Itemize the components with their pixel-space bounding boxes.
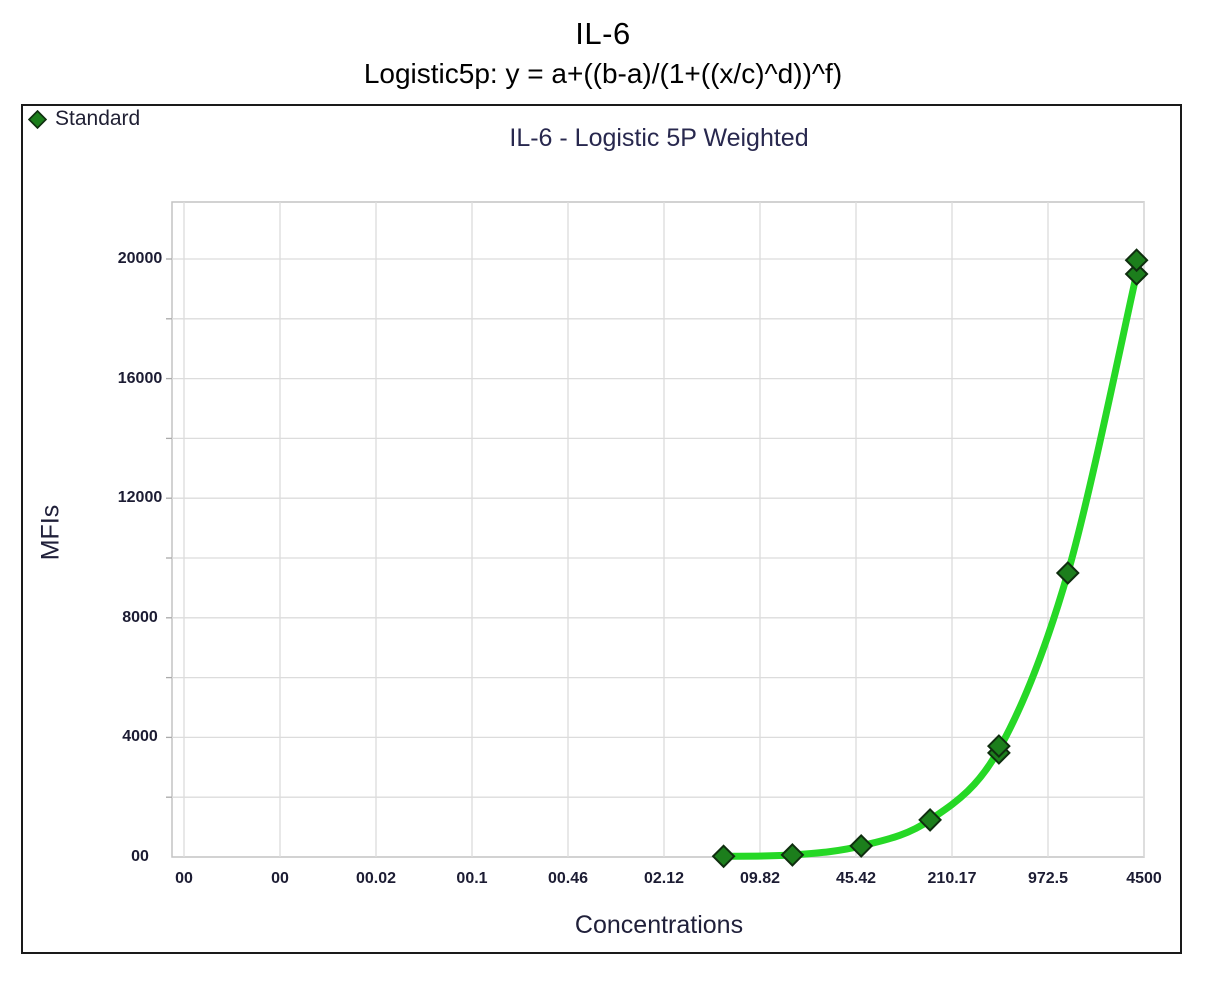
analyte-title: IL-6 bbox=[575, 16, 631, 51]
x-tick-label: 00.02 bbox=[355, 870, 397, 887]
data-point-marker[interactable] bbox=[849, 833, 874, 858]
chart-title: IL-6 - Logistic 5P Weighted bbox=[509, 124, 809, 152]
x-tick-label: 210.17 bbox=[927, 870, 977, 887]
y-tick-label: 4000 bbox=[122, 728, 158, 745]
fit-formula: Logistic5p: y = a+((b-a)/(1+((x/c)^d))^f… bbox=[363, 58, 843, 89]
x-tick-label: 00 bbox=[271, 870, 289, 887]
x-axis-title: Concentrations bbox=[574, 911, 744, 939]
x-tick-label: 00.1 bbox=[456, 870, 488, 887]
x-tick-label: 4500 bbox=[1126, 870, 1162, 887]
data-point-marker[interactable] bbox=[1055, 561, 1080, 585]
plot-area bbox=[171, 201, 1145, 858]
legend-label: Standard bbox=[55, 107, 141, 130]
x-tick-label: 972.5 bbox=[1027, 870, 1069, 887]
data-point-marker[interactable] bbox=[918, 807, 943, 832]
legend-item-standard[interactable]: Standard bbox=[28, 108, 140, 130]
y-tick-label: 16000 bbox=[117, 370, 163, 387]
x-tick-label: 00.46 bbox=[547, 870, 589, 887]
y-tick-label: 20000 bbox=[117, 250, 163, 267]
x-tick-label: 09.82 bbox=[739, 870, 781, 887]
y-tick-label: 8000 bbox=[122, 609, 158, 626]
data-point-marker[interactable] bbox=[711, 844, 736, 869]
data-point-marker[interactable] bbox=[780, 842, 805, 867]
y-tick-label: 00 bbox=[131, 848, 149, 865]
data-point-marker[interactable] bbox=[1124, 248, 1149, 273]
x-tick-label: 45.42 bbox=[835, 870, 877, 887]
x-tick-label: 00 bbox=[175, 870, 193, 887]
y-tick-label: 12000 bbox=[117, 489, 163, 506]
data-point-marker[interactable] bbox=[986, 734, 1011, 759]
x-tick-label: 02.12 bbox=[643, 870, 685, 887]
y-axis-title: MFIs bbox=[36, 504, 65, 561]
data-point-marker[interactable] bbox=[1124, 262, 1149, 286]
diamond-icon bbox=[28, 109, 47, 129]
fit-curve bbox=[720, 270, 1141, 860]
